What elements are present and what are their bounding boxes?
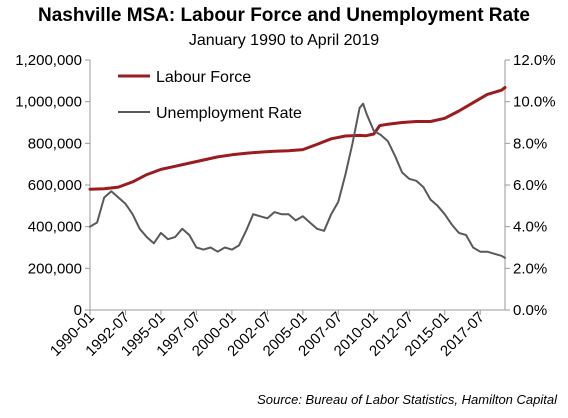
right-tick-label: 0.0%: [513, 302, 547, 319]
series-line-labour-force: [88, 86, 507, 191]
source-note: Source: Bureau of Labor Statistics, Hami…: [257, 392, 558, 407]
right-tick-label: 12.0%: [513, 52, 556, 69]
chart-title: Nashville MSA: Labour Force and Unemploy…: [38, 5, 530, 26]
right-tick-label: 2.0%: [513, 260, 547, 277]
legend-label-labour-force: Labour Force: [156, 69, 251, 86]
left-tick-label: 400,000: [28, 219, 82, 236]
left-tick-label: 200,000: [28, 260, 82, 277]
left-tick-label: 1,000,000: [15, 94, 82, 111]
legend-label-unemployment-rate: Unemployment Rate: [156, 105, 302, 122]
left-tick-label: 1,200,000: [15, 52, 82, 69]
right-tick-label: 8.0%: [513, 135, 547, 152]
series-layer: [88, 86, 507, 259]
right-tick-label: 4.0%: [513, 219, 547, 236]
left-tick-label: 0: [74, 302, 82, 319]
right-tick-label: 10.0%: [513, 94, 556, 111]
left-axis-ticks: 0 200,000 400,000 600,000 800,000 1,000,000 1,…: [15, 52, 90, 319]
left-tick-label: 600,000: [28, 177, 82, 194]
right-tick-label: 6.0%: [513, 177, 547, 194]
series-line-unemployment-rate: [89, 102, 506, 259]
x-axis-ticks: 1990-011992-071995-011997-072000-012002-…: [47, 309, 488, 360]
chart-subtitle: January 1990 to April 2019: [189, 32, 379, 49]
left-tick-label: 800,000: [28, 135, 82, 152]
right-axis-ticks: 0.0% 2.0% 4.0% 6.0% 8.0% 10.0% 12.0%: [505, 52, 556, 319]
legend: Labour Force Unemployment Rate: [118, 69, 302, 122]
